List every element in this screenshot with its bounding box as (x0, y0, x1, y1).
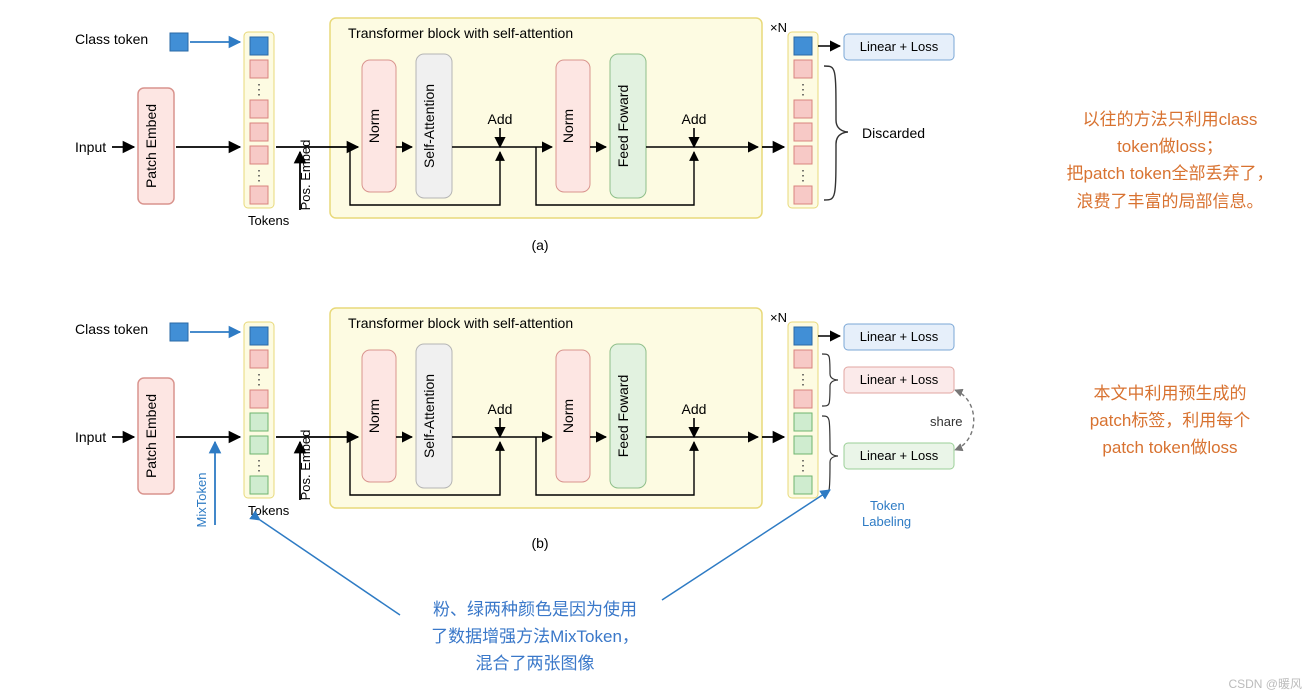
patch-embed-label: Patch Embed (143, 104, 159, 188)
figure-a: Patch Embed Class token Input ⋮ ⋮ Tokens… (75, 18, 954, 253)
svg-text:Norm: Norm (366, 109, 382, 143)
svg-text:Add: Add (682, 111, 707, 127)
annotation-bottom: 粉、绿两种颜色是因为使用 了数据增强方法MixToken， 混合了两张图像 (400, 596, 670, 678)
svg-text:Feed Foward: Feed Foward (615, 85, 631, 167)
svg-text:Add: Add (488, 111, 513, 127)
svg-text:Linear + Loss: Linear + Loss (860, 329, 939, 344)
svg-text:Linear + Loss: Linear + Loss (860, 39, 939, 54)
discarded-label: Discarded (862, 125, 925, 141)
svg-text:Input: Input (75, 429, 106, 445)
svg-text:Pos. Embed: Pos. Embed (298, 430, 313, 501)
svg-text:Class token: Class token (75, 321, 148, 337)
svg-text:⋮: ⋮ (796, 371, 810, 387)
svg-text:⋮: ⋮ (796, 167, 810, 183)
svg-text:Add: Add (682, 401, 707, 417)
svg-text:Tokens: Tokens (248, 503, 290, 518)
class-token-square (170, 33, 188, 51)
transformer-title-a: Transformer block with self-attention (348, 25, 573, 41)
token-labeling-l1: Token (870, 498, 905, 513)
share-label: share (930, 414, 963, 429)
svg-text:Norm: Norm (560, 399, 576, 433)
caption-a: (a) (531, 237, 548, 253)
watermark: CSDN @暖风 (1228, 675, 1302, 692)
svg-text:Add: Add (488, 401, 513, 417)
svg-text:×N: ×N (770, 310, 787, 325)
svg-text:Norm: Norm (560, 109, 576, 143)
tokens-label: Tokens (248, 213, 290, 228)
figure-b: Patch Embed Class token Input ⋮ ⋮ Tokens… (75, 308, 974, 551)
token-labeling-l2: Labeling (862, 514, 911, 529)
svg-text:Self-Attention: Self-Attention (421, 84, 437, 168)
svg-text:Feed Foward: Feed Foward (615, 375, 631, 457)
svg-text:Linear + Loss: Linear + Loss (860, 372, 939, 387)
svg-text:Patch Embed: Patch Embed (143, 394, 159, 478)
svg-text:Norm: Norm (366, 399, 382, 433)
svg-text:Transformer block with self-at: Transformer block with self-attention (348, 315, 573, 331)
anno-arrow-left (260, 520, 400, 615)
times-n-a: ×N (770, 20, 787, 35)
mixtoken-label: MixToken (194, 473, 209, 528)
svg-text:⋮: ⋮ (796, 457, 810, 473)
svg-text:Self-Attention: Self-Attention (421, 374, 437, 458)
pos-embed-label: Pos. Embed (298, 140, 313, 211)
svg-text:Linear + Loss: Linear + Loss (860, 448, 939, 463)
annotation-right-a: 以往的方法只利用class token做loss； 把patch token全部… (1040, 106, 1300, 215)
svg-text:⋮: ⋮ (796, 81, 810, 97)
input-label: Input (75, 139, 106, 155)
caption-b: (b) (531, 535, 548, 551)
diagram-canvas: Patch Embed Class token Input ⋮ ⋮ Tokens… (0, 0, 1310, 696)
class-token-label: Class token (75, 31, 148, 47)
svg-text:⋮: ⋮ (252, 371, 266, 387)
svg-text:⋮: ⋮ (252, 81, 266, 97)
svg-text:⋮: ⋮ (252, 457, 266, 473)
svg-text:⋮: ⋮ (252, 167, 266, 183)
annotation-right-b: 本文中利用预生成的 patch标签，利用每个 patch token做loss (1055, 380, 1285, 462)
